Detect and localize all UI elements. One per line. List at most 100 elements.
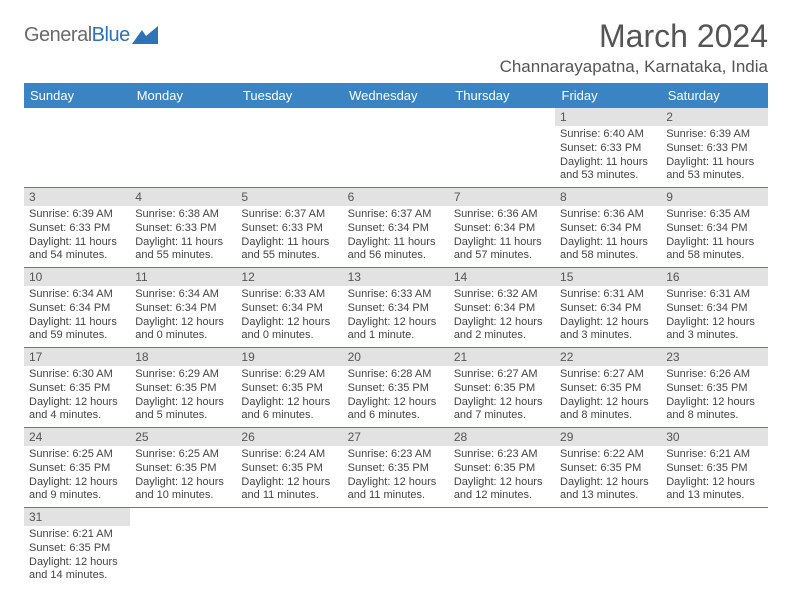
sunrise-line: Sunrise: 6:33 AM <box>241 288 337 302</box>
daylight-line: Daylight: 12 hours and 12 minutes. <box>454 476 550 504</box>
daylight-line: Daylight: 12 hours and 11 minutes. <box>348 476 444 504</box>
sunrise-line: Sunrise: 6:24 AM <box>241 448 337 462</box>
sunrise-line: Sunrise: 6:21 AM <box>29 528 125 542</box>
sunrise-line: Sunrise: 6:34 AM <box>135 288 231 302</box>
location: Channarayapatna, Karnataka, India <box>500 57 768 77</box>
sunset-line: Sunset: 6:33 PM <box>135 222 231 236</box>
day-body: Sunrise: 6:25 AMSunset: 6:35 PMDaylight:… <box>130 446 236 507</box>
calendar-cell <box>449 108 555 188</box>
calendar-cell: 18Sunrise: 6:29 AMSunset: 6:35 PMDayligh… <box>130 348 236 428</box>
day-body: Sunrise: 6:28 AMSunset: 6:35 PMDaylight:… <box>343 366 449 427</box>
sunrise-line: Sunrise: 6:27 AM <box>560 368 656 382</box>
weekday-header: Friday <box>555 83 661 108</box>
calendar-cell <box>343 108 449 188</box>
day-number: 4 <box>130 188 236 206</box>
day-number: 15 <box>555 268 661 286</box>
daylight-line: Daylight: 11 hours and 54 minutes. <box>29 236 125 264</box>
calendar-cell: 27Sunrise: 6:23 AMSunset: 6:35 PMDayligh… <box>343 428 449 508</box>
sunset-line: Sunset: 6:35 PM <box>348 382 444 396</box>
calendar-cell: 2Sunrise: 6:39 AMSunset: 6:33 PMDaylight… <box>661 108 767 188</box>
weekday-header: Thursday <box>449 83 555 108</box>
sunrise-line: Sunrise: 6:21 AM <box>666 448 762 462</box>
day-number: 1 <box>555 108 661 126</box>
day-number: 27 <box>343 428 449 446</box>
sunset-line: Sunset: 6:33 PM <box>560 142 656 156</box>
daylight-line: Daylight: 12 hours and 8 minutes. <box>666 396 762 424</box>
weekday-header: Wednesday <box>343 83 449 108</box>
daylight-line: Daylight: 12 hours and 2 minutes. <box>454 316 550 344</box>
weekday-header: Tuesday <box>236 83 342 108</box>
sunset-line: Sunset: 6:34 PM <box>666 302 762 316</box>
daylight-line: Daylight: 12 hours and 1 minute. <box>348 316 444 344</box>
day-body: Sunrise: 6:21 AMSunset: 6:35 PMDaylight:… <box>24 526 130 587</box>
day-number: 31 <box>24 508 130 526</box>
daylight-line: Daylight: 12 hours and 5 minutes. <box>135 396 231 424</box>
sunrise-line: Sunrise: 6:25 AM <box>135 448 231 462</box>
calendar-cell: 21Sunrise: 6:27 AMSunset: 6:35 PMDayligh… <box>449 348 555 428</box>
day-number: 21 <box>449 348 555 366</box>
day-number: 8 <box>555 188 661 206</box>
logo-mark-icon <box>132 26 158 46</box>
sunset-line: Sunset: 6:35 PM <box>241 462 337 476</box>
sunrise-line: Sunrise: 6:39 AM <box>29 208 125 222</box>
day-number: 2 <box>661 108 767 126</box>
day-body: Sunrise: 6:24 AMSunset: 6:35 PMDaylight:… <box>236 446 342 507</box>
day-number: 25 <box>130 428 236 446</box>
day-number: 16 <box>661 268 767 286</box>
daylight-line: Daylight: 11 hours and 56 minutes. <box>348 236 444 264</box>
calendar-head: SundayMondayTuesdayWednesdayThursdayFrid… <box>24 83 768 108</box>
sunrise-line: Sunrise: 6:31 AM <box>666 288 762 302</box>
sunset-line: Sunset: 6:34 PM <box>666 222 762 236</box>
calendar-cell: 25Sunrise: 6:25 AMSunset: 6:35 PMDayligh… <box>130 428 236 508</box>
calendar-cell: 3Sunrise: 6:39 AMSunset: 6:33 PMDaylight… <box>24 188 130 268</box>
calendar-cell <box>236 108 342 188</box>
sunrise-line: Sunrise: 6:36 AM <box>560 208 656 222</box>
calendar-cell: 16Sunrise: 6:31 AMSunset: 6:34 PMDayligh… <box>661 268 767 348</box>
sunset-line: Sunset: 6:34 PM <box>241 302 337 316</box>
day-body: Sunrise: 6:38 AMSunset: 6:33 PMDaylight:… <box>130 206 236 267</box>
daylight-line: Daylight: 12 hours and 4 minutes. <box>29 396 125 424</box>
calendar-cell <box>661 508 767 588</box>
calendar-cell <box>555 508 661 588</box>
day-body: Sunrise: 6:36 AMSunset: 6:34 PMDaylight:… <box>449 206 555 267</box>
calendar-cell: 30Sunrise: 6:21 AMSunset: 6:35 PMDayligh… <box>661 428 767 508</box>
sunrise-line: Sunrise: 6:40 AM <box>560 128 656 142</box>
day-body: Sunrise: 6:35 AMSunset: 6:34 PMDaylight:… <box>661 206 767 267</box>
daylight-line: Daylight: 11 hours and 53 minutes. <box>666 156 762 184</box>
day-number: 19 <box>236 348 342 366</box>
calendar-cell <box>449 508 555 588</box>
sunrise-line: Sunrise: 6:31 AM <box>560 288 656 302</box>
day-number: 7 <box>449 188 555 206</box>
sunset-line: Sunset: 6:34 PM <box>560 222 656 236</box>
daylight-line: Daylight: 12 hours and 10 minutes. <box>135 476 231 504</box>
day-body: Sunrise: 6:40 AMSunset: 6:33 PMDaylight:… <box>555 126 661 187</box>
sunset-line: Sunset: 6:35 PM <box>29 542 125 556</box>
sunset-line: Sunset: 6:34 PM <box>454 302 550 316</box>
day-body: Sunrise: 6:22 AMSunset: 6:35 PMDaylight:… <box>555 446 661 507</box>
day-number: 24 <box>24 428 130 446</box>
day-body: Sunrise: 6:39 AMSunset: 6:33 PMDaylight:… <box>661 126 767 187</box>
calendar-body: 1Sunrise: 6:40 AMSunset: 6:33 PMDaylight… <box>24 108 768 587</box>
calendar-cell: 29Sunrise: 6:22 AMSunset: 6:35 PMDayligh… <box>555 428 661 508</box>
weekday-header: Sunday <box>24 83 130 108</box>
sunrise-line: Sunrise: 6:30 AM <box>29 368 125 382</box>
daylight-line: Daylight: 12 hours and 0 minutes. <box>241 316 337 344</box>
daylight-line: Daylight: 12 hours and 6 minutes. <box>348 396 444 424</box>
daylight-line: Daylight: 11 hours and 59 minutes. <box>29 316 125 344</box>
sunset-line: Sunset: 6:35 PM <box>666 462 762 476</box>
sunset-line: Sunset: 6:35 PM <box>29 462 125 476</box>
daylight-line: Daylight: 12 hours and 9 minutes. <box>29 476 125 504</box>
day-body: Sunrise: 6:29 AMSunset: 6:35 PMDaylight:… <box>130 366 236 427</box>
calendar-cell: 26Sunrise: 6:24 AMSunset: 6:35 PMDayligh… <box>236 428 342 508</box>
calendar-cell <box>236 508 342 588</box>
daylight-line: Daylight: 11 hours and 55 minutes. <box>241 236 337 264</box>
sunrise-line: Sunrise: 6:33 AM <box>348 288 444 302</box>
weekday-header: Monday <box>130 83 236 108</box>
day-number: 10 <box>24 268 130 286</box>
day-number: 26 <box>236 428 342 446</box>
day-body: Sunrise: 6:31 AMSunset: 6:34 PMDaylight:… <box>661 286 767 347</box>
sunset-line: Sunset: 6:35 PM <box>29 382 125 396</box>
day-number: 20 <box>343 348 449 366</box>
daylight-line: Daylight: 12 hours and 7 minutes. <box>454 396 550 424</box>
daylight-line: Daylight: 12 hours and 11 minutes. <box>241 476 337 504</box>
